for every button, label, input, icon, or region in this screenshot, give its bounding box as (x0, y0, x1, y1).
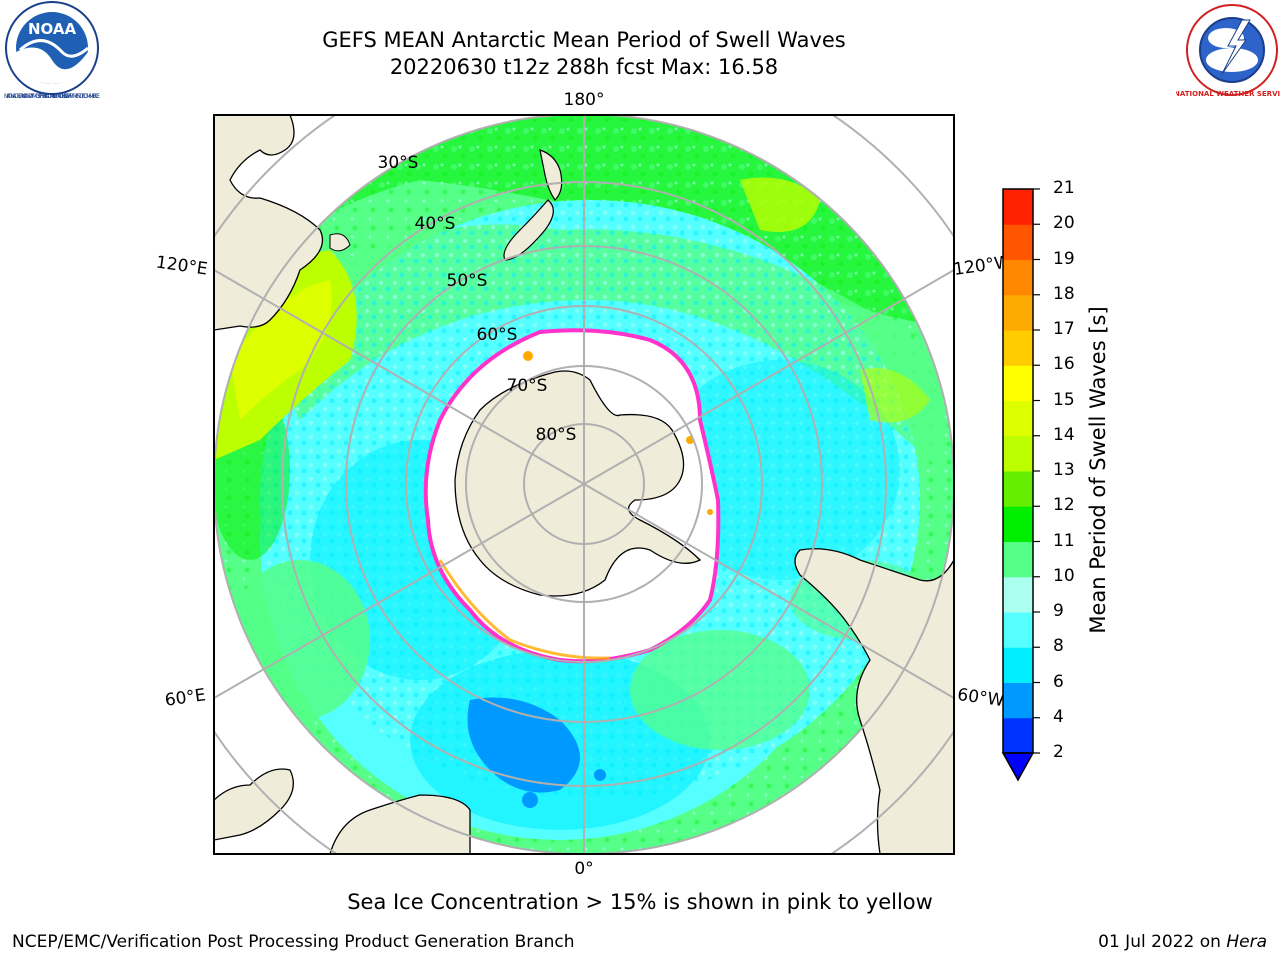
colorbar-tick-label: 16 (1053, 354, 1075, 375)
map-frame (213, 114, 955, 855)
colorbar-segment (1003, 576, 1033, 613)
colorbar-segment (1003, 224, 1033, 260)
lon-label-0: 0° (574, 859, 593, 879)
colorbar-tick-label: 8 (1053, 636, 1064, 657)
lat-label-80s: 80°S (536, 425, 577, 445)
colorbar-tick-label: 13 (1053, 460, 1075, 480)
lon-label-120e: 120°E (155, 253, 209, 280)
colorbar-segment (1003, 365, 1033, 401)
lat-label-30s: 30°S (378, 153, 419, 173)
colorbar-extend-below (1001, 752, 1035, 782)
colorbar-label: Mean Period of Swell Waves [s] (1086, 306, 1110, 634)
colorbar-segment (1003, 189, 1033, 225)
noaa-logo: NOAA NATIONAL OCEANIC AND ATMOSPHERIC AD… (4, 1, 100, 100)
colorbar (1001, 188, 1040, 782)
footer-date-text: 01 Jul 2022 on (1098, 932, 1221, 952)
footer-date: 01 Jul 2022 on Hera (1098, 932, 1267, 952)
colorbar-segment (1003, 647, 1033, 683)
colorbar-tick-label: 12 (1053, 495, 1075, 516)
colorbar-segment (1003, 259, 1033, 296)
colorbar-segment (1003, 435, 1033, 472)
colorbar-tick-label: 2 (1053, 742, 1064, 762)
graticule (214, 115, 954, 854)
colorbar-tick-label: 15 (1053, 389, 1075, 410)
footer-credit: NCEP/EMC/Verification Post Processing Pr… (12, 932, 575, 952)
noaa-logo-text: NOAA (28, 20, 77, 38)
colorbar-segment (1003, 612, 1033, 648)
colorbar-tick-label: 4 (1053, 706, 1064, 727)
colorbar-segment (1003, 506, 1033, 542)
colorbar-tick-label: 19 (1053, 248, 1075, 269)
lon-label-60e: 60°E (164, 685, 207, 710)
colorbar-tick-label: 10 (1053, 565, 1075, 586)
nws-ring-text: NATIONAL WEATHER SERVICE (1176, 90, 1280, 98)
colorbar-tick-label: 20 (1053, 213, 1075, 234)
colorbar-segment (1003, 471, 1033, 507)
colorbar-tick-label: 21 (1053, 178, 1075, 198)
noaa-ring-text: NATIONAL OCEANIC AND ATMOSPHERIC ADMINIS… (4, 93, 100, 100)
colorbar-segment (1003, 400, 1033, 437)
lat-label-70s: 70°S (507, 376, 548, 396)
colorbar-segment (1003, 294, 1033, 331)
colorbar-segment (1003, 682, 1033, 719)
africa-land (214, 768, 471, 854)
lat-label-40s: 40°S (415, 214, 456, 234)
australia-land (214, 115, 324, 331)
south-america-land (794, 548, 954, 854)
lat-label-50s: 50°S (447, 271, 488, 291)
colorbar-segment (1003, 717, 1033, 754)
colorbar-segment (1003, 330, 1033, 366)
chart-title: GEFS MEAN Antarctic Mean Period of Swell… (322, 28, 846, 52)
colorbar-segment (1003, 541, 1033, 578)
colorbar-tick-label: 18 (1053, 283, 1075, 304)
sea-ice-caption: Sea Ice Concentration > 15% is shown in … (347, 890, 933, 914)
nws-logo: NATIONAL WEATHER SERVICE (1176, 4, 1280, 98)
colorbar-tick-label: 14 (1053, 424, 1075, 445)
footer-machine: Hera (1226, 932, 1267, 952)
chart-subtitle: 20220630 t12z 288h fcst Max: 16.58 (389, 55, 779, 79)
lat-label-60s: 60°S (477, 325, 518, 345)
antarctica-land (454, 370, 702, 597)
colorbar-tick-label: 6 (1053, 671, 1064, 692)
colorbar-tick-label: 17 (1053, 319, 1075, 339)
colorbar-tick-label: 9 (1053, 601, 1064, 621)
lon-label-180: 180° (564, 90, 605, 110)
colorbar-tick-label: 11 (1053, 530, 1075, 551)
